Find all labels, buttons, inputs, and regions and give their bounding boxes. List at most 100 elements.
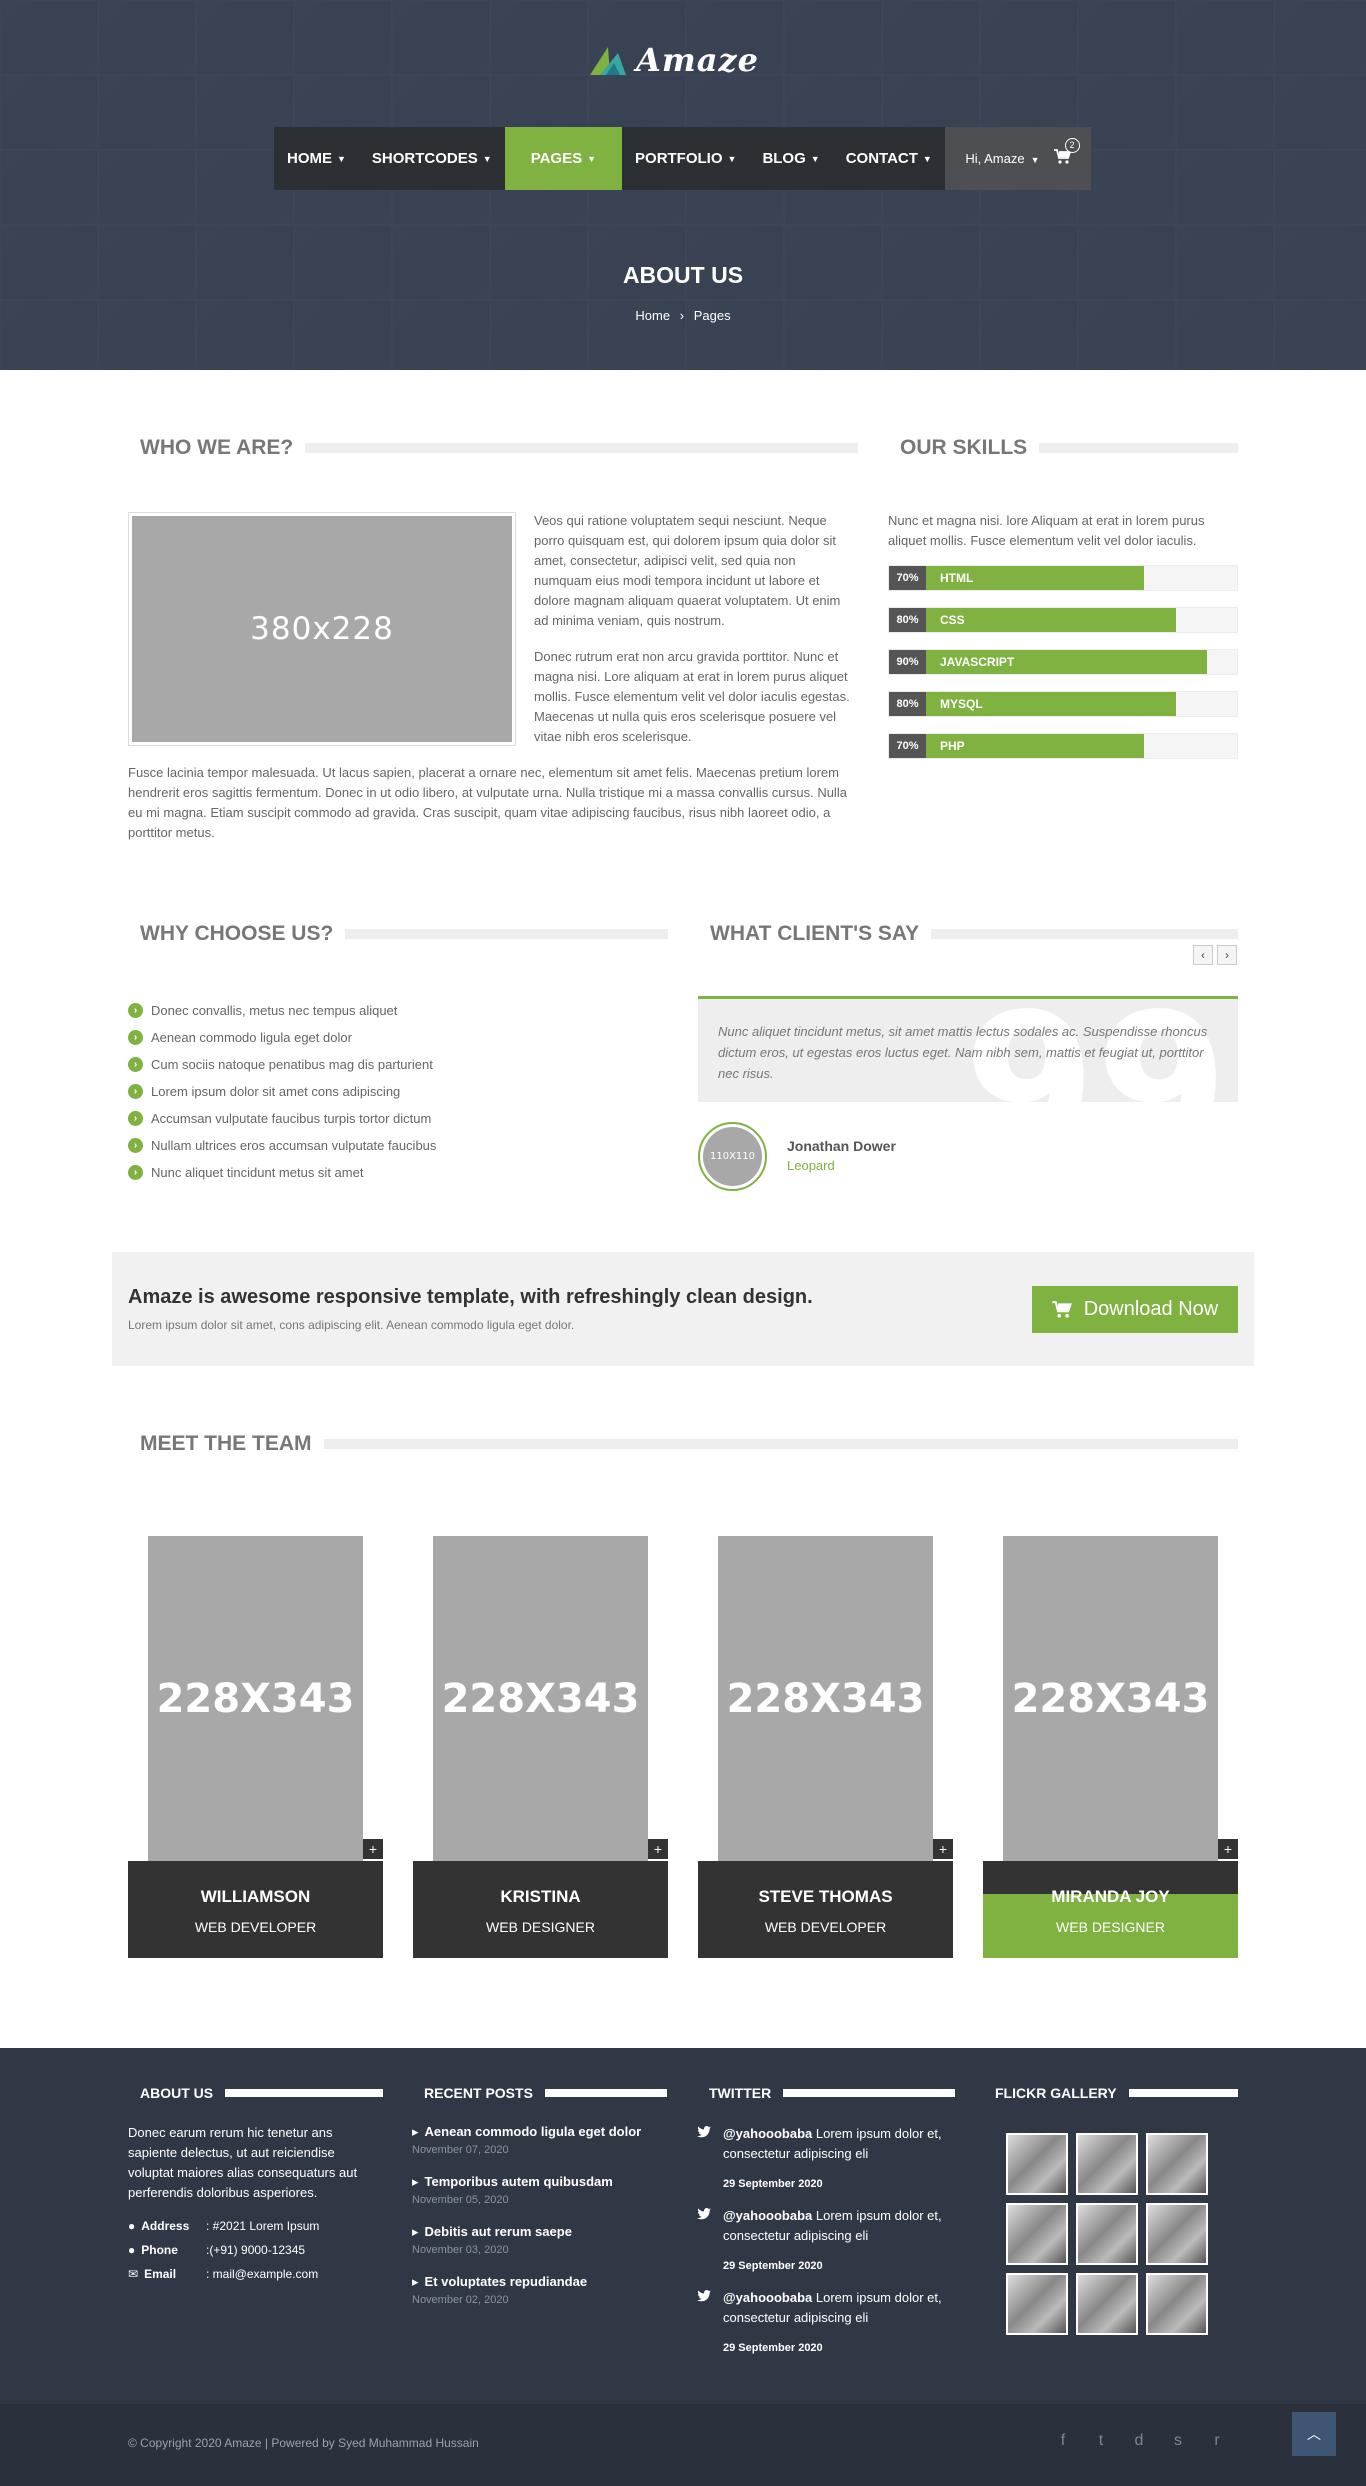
client-name: Jonathan Dower (787, 1138, 896, 1154)
nav-shortcodes[interactable]: SHORTCODES ▼ (359, 127, 505, 190)
email-value[interactable]: : mail@example.com (206, 2267, 319, 2281)
recent-post-item[interactable]: ▸ Et voluptates repudiandae November 02, 2… (412, 2274, 662, 2306)
tweet-handle[interactable]: @yahooobaba (723, 2290, 813, 2305)
why-item-text: Accumsan vulputate faucibus turpis torto… (151, 1111, 432, 1126)
recent-post-date: November 07, 2020 (412, 2144, 509, 2156)
plus-icon[interactable]: + (1218, 1839, 1238, 1859)
footer-bottom-bar (0, 2404, 1366, 2486)
tweet-text: @yahooobaba Lorem ipsum dolor et, consec… (697, 2288, 955, 2328)
team-member-info: STEVE THOMAS WEB DEVELOPER (698, 1861, 953, 1958)
flickr-thumb[interactable] (1146, 2133, 1208, 2195)
main-navigation: HOME ▼ SHORTCODES ▼ PAGES ▼ PORTFOLIO ▼ BLOG… (274, 127, 1091, 190)
caret-right-icon: ▸ (412, 2174, 419, 2189)
back-to-top-button[interactable]: ︿ (1292, 2412, 1336, 2456)
flickr-thumb[interactable] (1076, 2133, 1138, 2195)
caret-down-icon: ▼ (482, 153, 492, 164)
recent-post-title[interactable]: ▸ Debitis aut rerum saepe (412, 2224, 662, 2240)
team-member-card[interactable]: 228X343 + STEVE THOMAS WEB DEVELOPER (698, 1536, 953, 1958)
tweet-handle[interactable]: @yahooobaba (723, 2126, 813, 2141)
plus-icon[interactable]: + (648, 1839, 668, 1859)
chevron-circle-icon: › (128, 1138, 143, 1153)
flickr-thumb[interactable] (1076, 2273, 1138, 2335)
team-member-role: WEB DEVELOPER (194, 1919, 317, 1935)
nav-pages[interactable]: PAGES ▼ (504, 127, 623, 190)
team-member-card[interactable]: 228X343 + KRISTINA WEB DESIGNER (413, 1536, 668, 1958)
user-greeting-dropdown[interactable]: Hi, Amaze ▼ (965, 151, 1039, 166)
why-choose-us-heading: WHY CHOOSE US? (128, 919, 668, 949)
flickr-thumb[interactable] (1006, 2203, 1068, 2265)
flickr-thumb[interactable] (1006, 2273, 1068, 2335)
team-member-card[interactable]: 228X343 + WILLIAMSON WEB DEVELOPER (128, 1536, 383, 1958)
recent-post-item[interactable]: ▸ Aenean commodo ligula eget dolor Novembe… (412, 2124, 662, 2156)
why-list: › Donec convallis, metus nec tempus aliqu… (128, 997, 668, 1186)
recent-post-title[interactable]: ▸ Temporibus autem quibusdam (412, 2174, 662, 2190)
site-logo[interactable]: Amaze (588, 40, 759, 80)
caret-down-icon: ▼ (1030, 155, 1040, 165)
team-member-info: MIRANDA JOY WEB DESIGNER (983, 1861, 1238, 1958)
why-item-text: Lorem ipsum dolor sit amet cons adipisci… (151, 1084, 401, 1099)
cart-icon (1052, 1301, 1072, 1318)
testimonial-next-button[interactable]: › (1217, 945, 1237, 965)
skill-percent: 80% (889, 692, 926, 716)
twitter-icon[interactable]: t (1098, 2432, 1104, 2449)
flickr-thumb[interactable] (1146, 2203, 1208, 2265)
flickr-thumb[interactable] (1076, 2203, 1138, 2265)
address-value: : #2021 Lorem Ipsum (206, 2219, 320, 2233)
caret-right-icon: ▸ (412, 2274, 419, 2289)
page-title: ABOUT US (622, 262, 744, 288)
tweet-body: Lorem ipsum dolor et, consectetur adipis… (723, 2126, 942, 2161)
banner-title: Amaze is awesome responsive template, wi… (128, 1286, 813, 1308)
email-label: Email (144, 2267, 177, 2281)
dribbble-icon[interactable]: d (1134, 2432, 1144, 2449)
plus-icon[interactable]: + (363, 1839, 383, 1859)
rss-icon[interactable]: r (1214, 2432, 1220, 2449)
flickr-thumb[interactable] (1006, 2133, 1068, 2195)
skill-fill: JAVASCRIPT (926, 650, 1207, 674)
tweet-item: @yahooobaba Lorem ipsum dolor et, consec… (697, 2124, 955, 2190)
skype-icon[interactable]: s (1174, 2432, 1182, 2449)
chevron-circle-icon: › (128, 1111, 143, 1126)
breadcrumb-home[interactable]: Home (635, 308, 671, 323)
testimonial-prev-button[interactable]: ‹ (1193, 945, 1213, 965)
recent-post-date: November 02, 2020 (412, 2294, 509, 2306)
skill-bar: 70% HTML (888, 565, 1238, 591)
who-heading-text: WHO WE ARE? (140, 436, 294, 459)
email-label-wrap: ✉ Email (128, 2267, 206, 2281)
nav-home[interactable]: HOME ▼ (274, 127, 359, 190)
download-now-button[interactable]: Download Now (1032, 1286, 1238, 1333)
flickr-gallery (1006, 2133, 1208, 2335)
breadcrumb: Home › Pages (0, 308, 1366, 323)
nav-home-label: HOME (287, 150, 332, 167)
team-member-photo: 228X343 (148, 1536, 363, 1861)
recent-post-item[interactable]: ▸ Temporibus autem quibusdam November 05, … (412, 2174, 662, 2206)
recent-post-item[interactable]: ▸ Debitis aut rerum saepe November 03, 202… (412, 2224, 662, 2256)
who-paragraph-1: Veos qui ratione voluptatem sequi nesciu… (534, 513, 841, 628)
recent-post-title[interactable]: ▸ Aenean commodo ligula eget dolor (412, 2124, 662, 2140)
skills-intro: Nunc et magna nisi. lore Aliquam at erat… (888, 513, 1205, 548)
plus-icon[interactable]: + (933, 1839, 953, 1859)
facebook-icon[interactable]: f (1060, 2432, 1066, 2449)
tweet-item: @yahooobaba Lorem ipsum dolor et, consec… (697, 2288, 955, 2354)
why-list-item: › Nullam ultrices eros accumsan vulputate… (128, 1132, 668, 1159)
nav-blog[interactable]: BLOG ▼ (749, 127, 832, 190)
nav-portfolio[interactable]: PORTFOLIO ▼ (622, 127, 749, 190)
caret-right-icon: ▸ (412, 2124, 419, 2139)
team-member-card[interactable]: 228X343 + MIRANDA JOY WEB DESIGNER (983, 1536, 1238, 1958)
why-list-item: › Nunc aliquet tincidunt metus sit amet (128, 1159, 668, 1186)
cart-button[interactable]: 2 (1053, 137, 1080, 169)
caret-right-icon: ▸ (412, 2224, 419, 2239)
breadcrumb-current: Pages (693, 308, 731, 323)
footer-posts-heading-text: RECENT POSTS (424, 2085, 533, 2101)
footer-about-heading-text: ABOUT US (140, 2085, 214, 2101)
recent-post-title-text: Et voluptates repudiandae (424, 2274, 588, 2289)
skill-bar: 70% PHP (888, 733, 1238, 759)
nav-contact[interactable]: CONTACT ▼ (833, 127, 945, 190)
recent-post-title[interactable]: ▸ Et voluptates repudiandae (412, 2274, 662, 2290)
recent-post-date: November 05, 2020 (412, 2194, 509, 2206)
nav-shortcodes-label: SHORTCODES (371, 150, 478, 167)
tweet-handle[interactable]: @yahooobaba (723, 2208, 813, 2223)
skill-fill: MYSQL (926, 692, 1176, 716)
caret-down-icon: ▼ (810, 153, 820, 164)
recent-post-title-text: Aenean commodo ligula eget dolor (424, 2124, 642, 2139)
flickr-thumb[interactable] (1146, 2273, 1208, 2335)
